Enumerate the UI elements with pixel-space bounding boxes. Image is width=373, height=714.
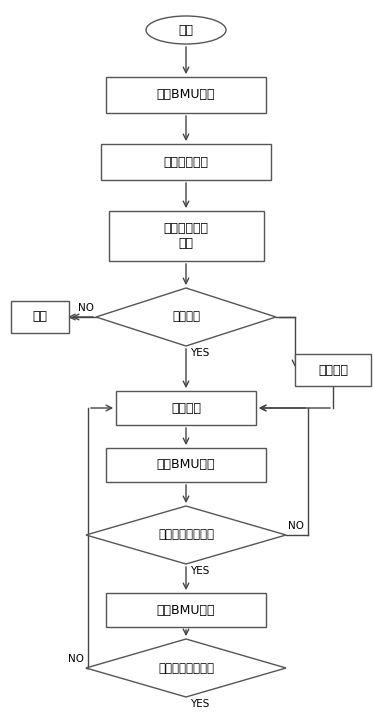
Polygon shape: [86, 639, 286, 697]
Bar: [106, 448, 266, 482]
Bar: [101, 144, 271, 180]
Ellipse shape: [146, 16, 226, 44]
Text: 读取BMU电压: 读取BMU电压: [157, 603, 215, 616]
Bar: [116, 391, 256, 425]
Text: 读取BMU电压: 读取BMU电压: [157, 458, 215, 471]
Text: 充电维护: 充电维护: [171, 401, 201, 415]
Text: NO: NO: [68, 654, 84, 664]
Text: 是否合格: 是否合格: [172, 311, 200, 323]
Text: 单体电压是否达标: 单体电压是否达标: [158, 528, 214, 541]
Text: 充电直流内阻
测试: 充电直流内阻 测试: [163, 222, 209, 250]
Text: 报警: 报警: [32, 311, 47, 323]
Bar: [106, 593, 266, 627]
Text: YES: YES: [190, 699, 209, 709]
Polygon shape: [86, 506, 286, 564]
Text: 开始: 开始: [179, 24, 194, 36]
Bar: [11, 301, 69, 333]
Bar: [109, 211, 263, 261]
Text: YES: YES: [190, 348, 209, 358]
Text: 最低电压是否合格: 最低电压是否合格: [158, 661, 214, 675]
Text: 存储状态: 存储状态: [318, 363, 348, 376]
Text: 筛选低压电池: 筛选低压电池: [163, 156, 209, 169]
Polygon shape: [96, 288, 276, 346]
Text: NO: NO: [288, 521, 304, 531]
Text: NO: NO: [78, 303, 94, 313]
Bar: [106, 77, 266, 113]
Text: 读取BMU电压: 读取BMU电压: [157, 89, 215, 101]
Bar: [295, 354, 371, 386]
Text: YES: YES: [190, 566, 209, 576]
